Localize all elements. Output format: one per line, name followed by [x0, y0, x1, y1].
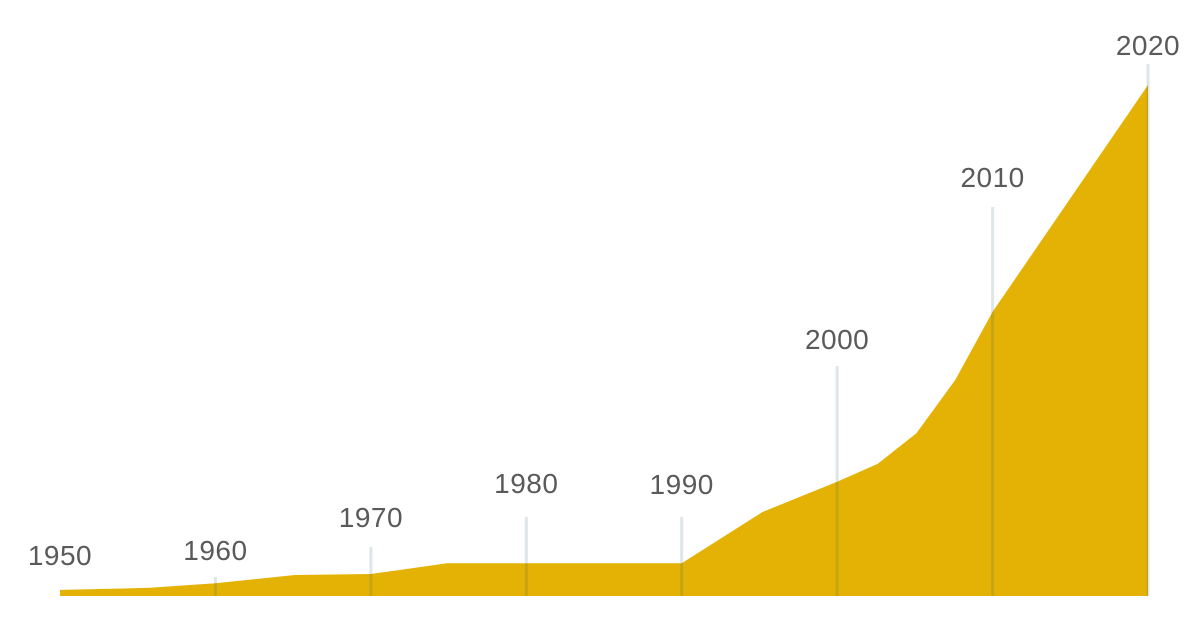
decade-label-1990: 1990	[650, 469, 714, 500]
area-series	[60, 85, 1148, 596]
decade-label-2010: 2010	[960, 162, 1024, 193]
decade-label-2020: 2020	[1116, 30, 1180, 61]
decade-label-1970: 1970	[339, 502, 403, 533]
decade-label-2000: 2000	[805, 324, 869, 355]
decade-label-1950: 1950	[28, 540, 92, 571]
decade-label-1960: 1960	[183, 535, 247, 566]
decade-label-1980: 1980	[494, 468, 558, 499]
